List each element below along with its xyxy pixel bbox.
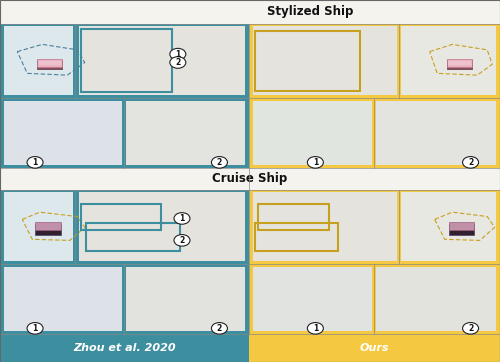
Circle shape: [212, 156, 228, 168]
Bar: [252, 193, 398, 261]
Circle shape: [308, 156, 324, 168]
Bar: [248, 24, 500, 168]
Bar: [252, 26, 398, 95]
FancyBboxPatch shape: [447, 60, 472, 70]
Text: 2: 2: [468, 324, 473, 333]
Bar: [258, 204, 330, 230]
FancyBboxPatch shape: [448, 61, 471, 64]
Circle shape: [462, 323, 478, 334]
Bar: [78, 26, 244, 95]
FancyBboxPatch shape: [38, 60, 62, 70]
Bar: [376, 101, 496, 165]
Bar: [402, 193, 496, 261]
Bar: [78, 193, 244, 261]
Bar: [81, 204, 160, 230]
Circle shape: [174, 235, 190, 246]
Bar: [4, 193, 72, 261]
Bar: [4, 101, 122, 165]
Circle shape: [27, 323, 43, 334]
Bar: [0, 24, 248, 168]
Bar: [376, 267, 496, 331]
Circle shape: [212, 323, 228, 334]
Bar: [81, 29, 172, 92]
Bar: [255, 223, 338, 251]
Text: 1: 1: [180, 214, 184, 223]
Bar: [252, 267, 372, 331]
Text: 1: 1: [175, 50, 180, 59]
Text: 1: 1: [32, 324, 38, 333]
Circle shape: [308, 323, 324, 334]
Text: 2: 2: [468, 158, 473, 167]
Circle shape: [174, 212, 190, 224]
FancyBboxPatch shape: [35, 222, 61, 230]
Text: 1: 1: [313, 324, 318, 333]
Bar: [86, 223, 180, 251]
Bar: [248, 190, 500, 334]
Text: Zhou et al. 2020: Zhou et al. 2020: [73, 343, 176, 353]
Bar: [402, 26, 496, 95]
Text: 2: 2: [180, 236, 184, 245]
Text: 2: 2: [175, 58, 180, 67]
Bar: [248, 334, 500, 362]
Bar: [0, 0, 500, 24]
Bar: [255, 31, 360, 90]
Bar: [0, 168, 500, 190]
Bar: [4, 267, 122, 331]
Text: Cruise Ship: Cruise Ship: [212, 172, 288, 185]
Circle shape: [462, 156, 478, 168]
Text: Ours: Ours: [360, 343, 389, 353]
FancyBboxPatch shape: [38, 59, 62, 67]
Bar: [4, 26, 72, 95]
FancyBboxPatch shape: [448, 222, 473, 230]
FancyBboxPatch shape: [35, 224, 61, 235]
FancyBboxPatch shape: [447, 59, 472, 67]
Text: 1: 1: [32, 158, 38, 167]
Text: 1: 1: [313, 158, 318, 167]
Bar: [126, 267, 244, 331]
Circle shape: [170, 49, 186, 60]
FancyBboxPatch shape: [448, 224, 473, 235]
Circle shape: [27, 156, 43, 168]
Bar: [0, 334, 248, 362]
Circle shape: [170, 57, 186, 68]
Text: 2: 2: [217, 158, 222, 167]
Bar: [0, 190, 248, 334]
Text: 2: 2: [217, 324, 222, 333]
Bar: [252, 101, 372, 165]
Text: Stylized Ship: Stylized Ship: [267, 5, 353, 18]
Bar: [126, 101, 244, 165]
FancyBboxPatch shape: [38, 61, 61, 64]
